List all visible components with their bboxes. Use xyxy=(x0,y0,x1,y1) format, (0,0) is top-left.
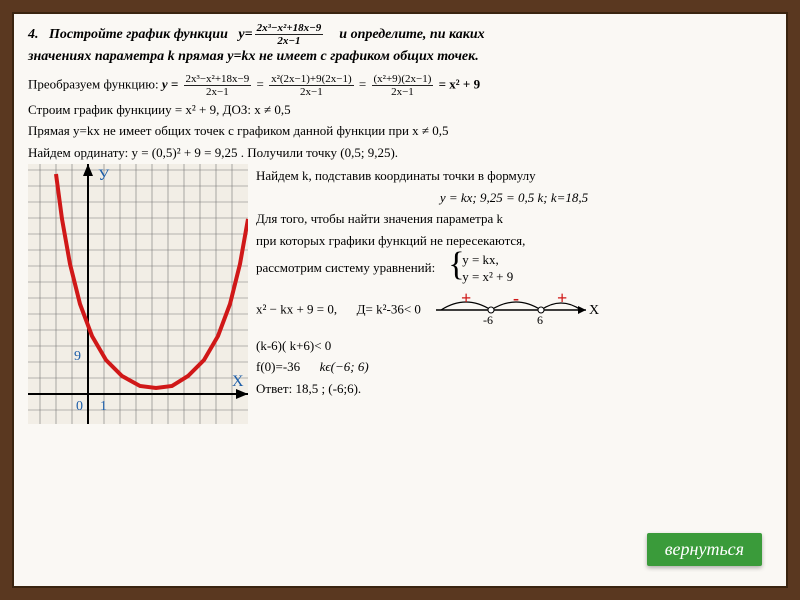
consider-system: рассмотрим систему уравнений: y = kx, y … xyxy=(256,252,772,286)
f0-line: f(0)=-36 kϵ(−6; 6) xyxy=(256,357,772,377)
find-k-line: Найдем k, подставив координаты точки в ф… xyxy=(256,166,772,186)
k-calc-line: y = kx; 9,25 = 0,5 k; k=18,5 xyxy=(256,188,772,208)
no-common-line: Прямая y=kx не имеет общих точек с графи… xyxy=(28,121,772,141)
svg-text:Х: Х xyxy=(232,373,244,390)
svg-text:X: X xyxy=(589,303,599,318)
problem-statement: 4. Постройте график функции y=2x³−x²+18x… xyxy=(28,22,772,67)
svg-text:1: 1 xyxy=(100,399,107,414)
svg-text:-6: -6 xyxy=(483,313,493,327)
svg-text:9: 9 xyxy=(74,349,81,364)
factored-line: (k-6)( k+6)< 0 xyxy=(256,336,772,356)
function-graph: У Х 0 1 9 xyxy=(28,164,248,429)
whiteboard: 4. Постройте график функции y=2x³−x²+18x… xyxy=(12,12,788,588)
solution-column: Найдем k, подставив координаты точки в ф… xyxy=(256,164,772,429)
svg-text:+: + xyxy=(461,288,471,308)
svg-text:У: У xyxy=(98,167,110,184)
svg-text:+: + xyxy=(557,288,567,308)
problem-text-2: и определите, пи каких xyxy=(339,27,484,42)
problem-number: 4. xyxy=(28,27,39,42)
for-that-1: Для того, чтобы найти значения параметра… xyxy=(256,209,772,229)
problem-text-1: Постройте график функции xyxy=(49,27,228,42)
quadratic-line: x² − kx + 9 = 0, Д= k²-36< 0 + - xyxy=(256,288,772,334)
return-button[interactable]: вернуться xyxy=(647,533,762,566)
find-ordinate-line: Найдем ординату: y = (0,5)² + 9 = 9,25 .… xyxy=(28,143,772,163)
svg-text:-: - xyxy=(513,288,519,308)
for-that-2: при которых графики функций не пересекаю… xyxy=(256,231,772,251)
svg-text:6: 6 xyxy=(537,313,543,327)
transform-line: Преобразуем функцию: y = 2x³−x²+18x−92x−… xyxy=(28,73,772,98)
sign-diagram: + - + -6 6 X xyxy=(431,288,601,334)
graph-svg: У Х 0 1 9 xyxy=(28,164,248,424)
equation-system: y = kx, y = x² + 9 xyxy=(448,252,513,286)
problem-text-3: значениях параметра k прямая y=kx не име… xyxy=(28,49,479,64)
problem-formula: y=2x³−x²+18x−92x−1 xyxy=(238,27,328,42)
svg-text:0: 0 xyxy=(76,399,83,414)
answer-line: Ответ: 18,5 ; (-6;6). xyxy=(256,379,772,399)
build-graph-line: Строим график функцииy = x² + 9, ДОЗ: x … xyxy=(28,100,772,120)
